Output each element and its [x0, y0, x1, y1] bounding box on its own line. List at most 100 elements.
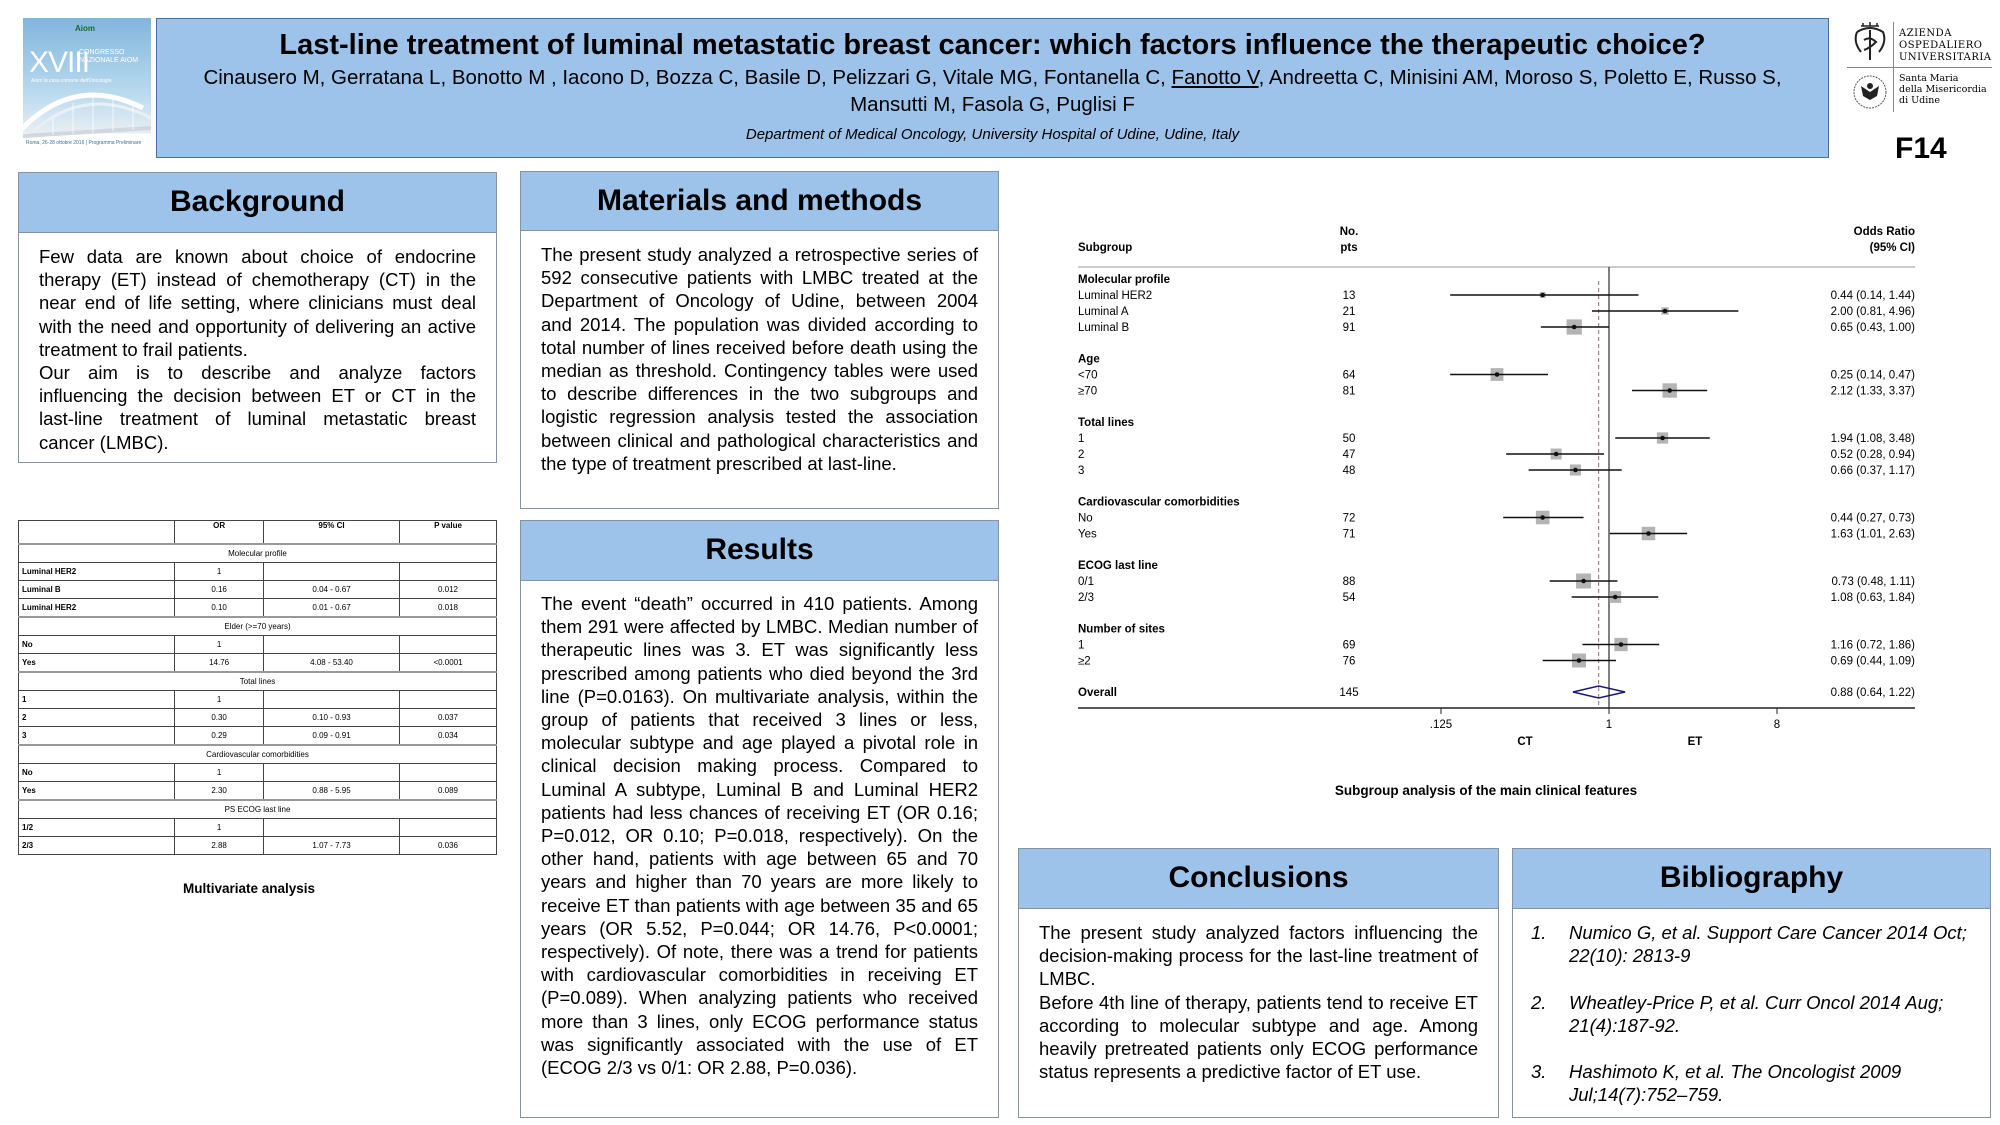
poster-code: F14	[1895, 132, 1947, 165]
table-cell: 1/2	[17, 818, 176, 837]
table-cell	[399, 818, 497, 837]
multivariate-table: OR 95% CI P value Molecular profile Luminal…	[17, 520, 497, 855]
row-label: ≥70	[1078, 386, 1097, 398]
point-estimate	[1581, 578, 1586, 584]
row-or-text: 1.08 (0.63, 1.84)	[1831, 592, 1916, 604]
edition-text: XVIII	[29, 46, 90, 79]
table-cell	[263, 818, 401, 837]
results-section: Results The event “death” occurred in 41…	[520, 520, 999, 1118]
group-label: Number of sites	[1078, 624, 1165, 636]
row-n: 48	[1343, 465, 1356, 477]
row-label: Luminal B	[1078, 322, 1129, 334]
congress-text: CONGRESSO NAZIONALE AIOM	[79, 49, 139, 64]
left-direction-label: CT	[1517, 736, 1532, 748]
poster-header: Last-line treatment of luminal metastati…	[156, 18, 1829, 158]
presenting-author: Fanotto V	[1171, 66, 1259, 89]
paragraph: The present study analyzed a retrospecti…	[541, 244, 978, 474]
forest-plot: Subgroup No. pts Odds Ratio (95% CI) Molecula…	[1078, 226, 1916, 748]
table-cell	[399, 635, 497, 654]
right-direction-label: ET	[1688, 736, 1703, 748]
row-label: Luminal HER2	[1078, 290, 1152, 302]
table-row: Yes 2.30 0.88 - 5.95 0.089	[17, 781, 497, 801]
bibliography-section: Bibliography 1. Numico G, et al. Support …	[1512, 848, 1991, 1118]
section-heading: Conclusions	[1019, 849, 1498, 909]
overall-label: Overall	[1078, 687, 1117, 699]
row-or-text: 1.94 (1.08, 3.48)	[1831, 433, 1916, 445]
row-or-text: 0.65 (0.43, 1.00)	[1831, 322, 1916, 334]
table-cell: 0.037	[399, 708, 497, 727]
table-row: 1/2 1	[17, 818, 497, 837]
row-label: 1	[1078, 433, 1084, 445]
table-row: No 1	[17, 763, 497, 782]
section-body: 1. Numico G, et al. Support Care Cancer 2…	[1513, 909, 1990, 1107]
subgroup-header: Subgroup	[1078, 242, 1132, 254]
authors: Cinausero M, Gerratana L, Bonotto M , Ia…	[203, 66, 1172, 89]
table-cell: No	[17, 763, 176, 782]
point-estimate	[1662, 308, 1668, 314]
hospital-subname: Santa Maria della Misericordia di Udine	[1899, 73, 1987, 106]
table-cell: 2/3	[17, 836, 176, 855]
authors: , Andreetta C, Minisini AM, Moroso S, Po…	[850, 66, 1782, 116]
background-section: Background Few data are known about choi…	[18, 172, 497, 463]
point-estimate	[1618, 642, 1624, 647]
table-cell: No	[17, 635, 176, 654]
table-row: 2/3 2.88 1.07 - 7.73 0.036	[17, 836, 497, 855]
congress-footer: Roma, 26-28 ottobre 2016 | Programma Pre…	[26, 140, 142, 146]
paragraph: The event “death” occurred in 410 patien…	[541, 593, 978, 1079]
section-body: The event “death” occurred in 410 patien…	[521, 581, 998, 1079]
group-label: Total lines	[1078, 417, 1134, 429]
row-or-text: 0.44 (0.27, 0.73)	[1831, 513, 1916, 525]
hospital-logo: AZIENDA OSPEDALIERO UNIVERSITARIA Santa …	[1847, 20, 1997, 115]
reference-item: 3. Hashimoto K, et al. The Oncologist 200…	[1531, 1060, 1970, 1106]
n-header: pts	[1340, 242, 1357, 254]
reference-item: 2. Wheatley-Price P, et al. Curr Oncol 20…	[1531, 991, 1970, 1037]
overall-n: 145	[1339, 687, 1358, 699]
methods-section: Materials and methods The present study …	[520, 171, 999, 509]
table-cell: 1	[174, 818, 265, 837]
hospital-name-line: AZIENDA	[1899, 28, 1952, 39]
table-header-row: OR 95% CI P value	[17, 520, 497, 545]
table-caption: Multivariate analysis	[182, 881, 316, 896]
table-cell	[399, 763, 497, 782]
or-header: (95% CI)	[1870, 242, 1916, 254]
poster-title: Last-line treatment of luminal metastati…	[279, 29, 1706, 61]
point-estimate	[1576, 658, 1582, 663]
logo-divider	[1847, 67, 1992, 68]
paragraph: Before 4th line of therapy, patients ten…	[1039, 991, 1478, 1083]
overall-or-text: 0.88 (0.64, 1.22)	[1831, 687, 1916, 699]
row-or-text: 0.66 (0.37, 1.17)	[1831, 465, 1916, 477]
reference-text: Hashimoto K, et al. The Oncologist 2009 …	[1569, 1061, 1902, 1106]
hospital-name-line: OSPEDALIERO	[1899, 40, 1983, 51]
row-label: <70	[1078, 370, 1098, 382]
reference-number: 1.	[1531, 922, 1547, 943]
row-n: 72	[1343, 513, 1356, 525]
forest-plot-caption: Subgroup analysis of the main clinical f…	[1334, 783, 1638, 798]
table-cell: 2.88	[174, 836, 265, 855]
row-n: 64	[1343, 370, 1356, 382]
hospital-emblem-icon	[1853, 22, 1887, 109]
group-label: Age	[1078, 354, 1100, 366]
row-label: ≥2	[1078, 656, 1091, 668]
x-tick-label: .125	[1430, 719, 1452, 731]
point-estimate	[1571, 324, 1577, 330]
row-or-text: 2.00 (0.81, 4.96)	[1831, 306, 1916, 318]
paragraph: Few data are known about choice of endoc…	[39, 246, 476, 360]
row-or-text: 1.63 (1.01, 2.63)	[1831, 529, 1916, 541]
row-n: 47	[1343, 449, 1356, 461]
row-n: 71	[1343, 529, 1356, 541]
point-estimate	[1553, 451, 1559, 457]
table-row: 2 0.30 0.10 - 0.93 0.037	[17, 708, 497, 727]
row-or-text: 1.16 (0.72, 1.86)	[1831, 640, 1916, 652]
x-tick-label: 1	[1606, 719, 1612, 731]
row-n: 50	[1343, 433, 1356, 445]
section-body: Few data are known about choice of endoc…	[19, 233, 496, 454]
section-heading: Bibliography	[1513, 849, 1990, 909]
row-n: 13	[1343, 290, 1356, 302]
point-estimate	[1612, 594, 1618, 600]
row-or-text: 2.12 (1.33, 3.37)	[1831, 386, 1916, 398]
table-cell: 0.04 - 0.67	[263, 580, 401, 599]
section-label: PS ECOG last line	[18, 799, 497, 819]
section-body: The present study analyzed factors influ…	[1019, 909, 1498, 1083]
table-row: 3 0.29 0.09 - 0.91 0.034	[17, 726, 497, 746]
